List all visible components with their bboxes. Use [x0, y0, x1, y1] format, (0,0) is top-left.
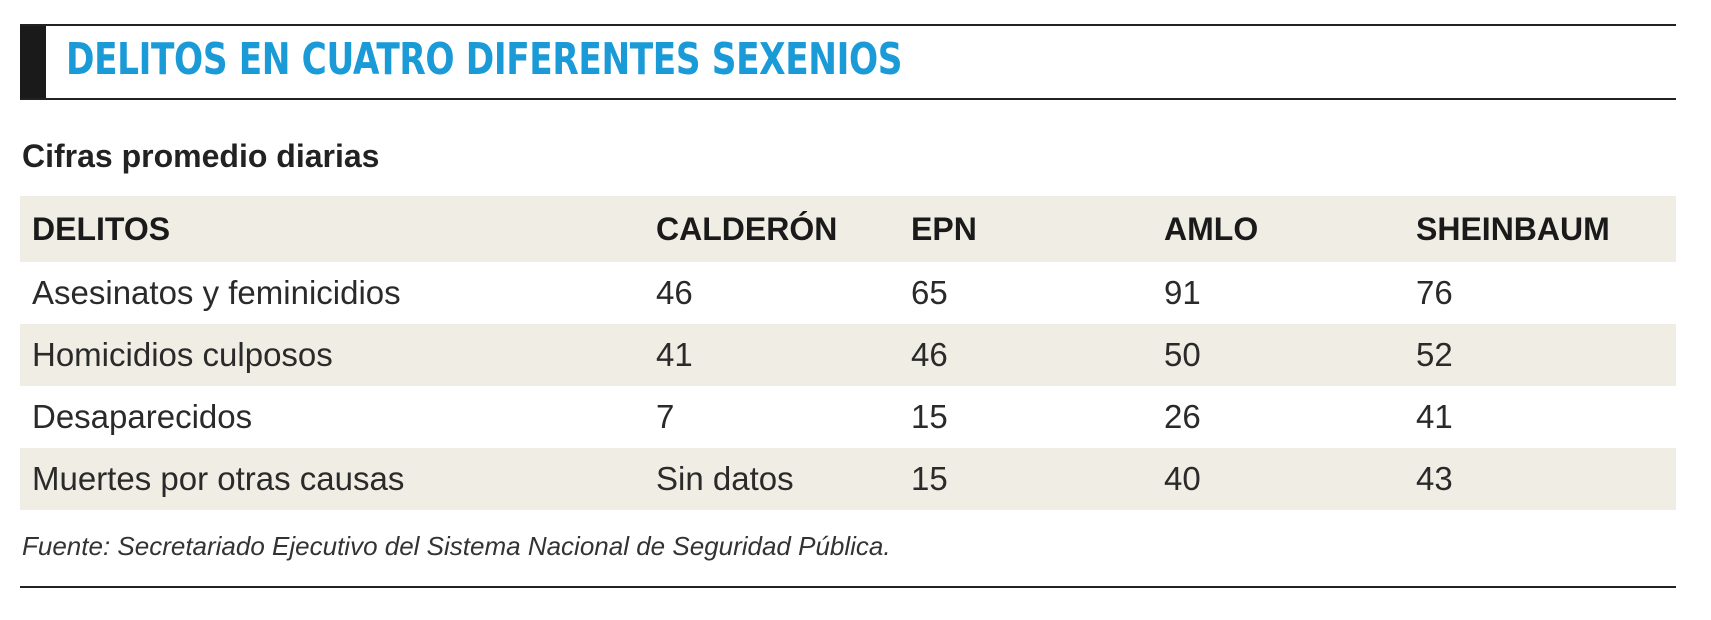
header-block: DELITOS EN CUATRO DIFERENTES SEXENIOS — [20, 24, 1676, 100]
cell-epn: 15 — [911, 398, 948, 435]
table-row: Desaparecidos 7 15 26 41 — [20, 386, 1676, 448]
page-title: DELITOS EN CUATRO DIFERENTES SEXENIOS — [66, 34, 903, 85]
table-header-row: DELITOS CALDERÓN EPN AMLO SHEINBAUM — [20, 196, 1676, 262]
row-label: Asesinatos y feminicidios — [32, 274, 401, 311]
cell-amlo: 26 — [1164, 398, 1201, 435]
cell-sheinbaum: 43 — [1416, 460, 1453, 497]
table-subtitle: Cifras promedio diarias — [22, 138, 380, 174]
cell-calderon: 41 — [656, 336, 693, 373]
cell-sheinbaum: 76 — [1416, 274, 1453, 311]
table-row: Asesinatos y feminicidios 46 65 91 76 — [20, 262, 1676, 324]
column-header-delitos: DELITOS — [32, 210, 171, 247]
bottom-divider — [20, 586, 1676, 588]
header-accent-bar — [20, 26, 46, 98]
column-header-calderon: CALDERÓN — [656, 210, 838, 247]
source-note: Fuente: Secretariado Ejecutivo del Siste… — [22, 531, 891, 561]
cell-calderon: 46 — [656, 274, 693, 311]
cell-epn: 46 — [911, 336, 948, 373]
cell-epn: 65 — [911, 274, 948, 311]
table-row: Muertes por otras causas Sin datos 15 40… — [20, 448, 1676, 510]
column-header-amlo: AMLO — [1164, 210, 1259, 247]
cell-epn: 15 — [911, 460, 948, 497]
cell-sheinbaum: 52 — [1416, 336, 1453, 373]
cell-amlo: 50 — [1164, 336, 1201, 373]
table-row: Homicidios culposos 41 46 50 52 — [20, 324, 1676, 386]
cell-sheinbaum: 41 — [1416, 398, 1453, 435]
cell-calderon: 7 — [656, 398, 675, 435]
cell-calderon: Sin datos — [656, 460, 794, 497]
cell-amlo: 91 — [1164, 274, 1201, 311]
row-label: Homicidios culposos — [32, 336, 333, 373]
crime-table: DELITOS CALDERÓN EPN AMLO SHEINBAUM Ases… — [20, 196, 1676, 510]
row-label: Muertes por otras causas — [32, 460, 405, 497]
column-header-sheinbaum: SHEINBAUM — [1416, 210, 1610, 247]
cell-amlo: 40 — [1164, 460, 1201, 497]
row-label: Desaparecidos — [32, 398, 253, 435]
column-header-epn: EPN — [911, 210, 977, 247]
